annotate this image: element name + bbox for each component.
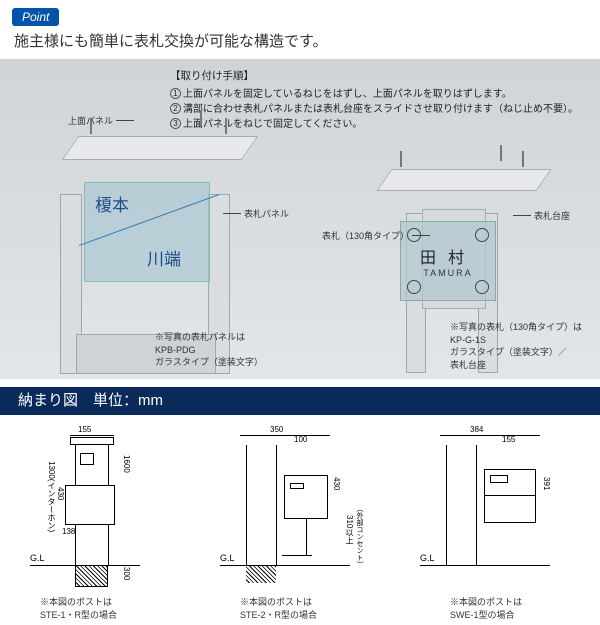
instructions-title: 【取り付け手順】 bbox=[170, 69, 578, 85]
illustration-stage: 【取り付け手順】 1上面パネルを固定しているねじをはずし、上面パネルを取りはずし… bbox=[0, 59, 600, 379]
drawing-3: 384 155 G.L 391 ※本図のポストは SWE-1型の場合 bbox=[420, 425, 580, 625]
dimensions-band: 納まり図 単位：mm bbox=[0, 387, 600, 415]
name-panel-glass: 榎本 川端 bbox=[84, 182, 210, 282]
top-panel-left bbox=[62, 136, 259, 160]
drawing-1: 155 G.L 138 1600 1300(インターホン) 430 300 ※本… bbox=[30, 425, 180, 625]
drawing-2: 350 100 G.L 430 310以上 （外部コンセント） ※本図のポストは… bbox=[220, 425, 390, 625]
label-name-panel: 表札パネル bbox=[220, 207, 289, 220]
plate-en: TAMURA bbox=[401, 268, 495, 278]
caption-left: ※写真の表札パネルは KPB-PDG ガラスタイプ（塗装文字） bbox=[155, 331, 263, 369]
lead-text: 施主様にも簡単に表札交換が可能な構造です。 bbox=[14, 30, 600, 51]
label-plate-130: 表札（130角タイプ） bbox=[322, 229, 433, 242]
point-badge: Point bbox=[12, 8, 59, 26]
step-1: 上面パネルを固定しているねじをはずし、上面パネルを取りはずします。 bbox=[183, 89, 512, 100]
dimension-drawings: 155 G.L 138 1600 1300(インターホン) 430 300 ※本… bbox=[0, 415, 600, 625]
caption-right: ※写真の表札（130角タイプ）は KP-G-1S ガラスタイプ（塗装文字）／ 表… bbox=[450, 321, 582, 371]
plate-jp: 田村 bbox=[401, 244, 495, 268]
top-panel-right bbox=[376, 169, 551, 191]
left-assembly: 榎本 川端 bbox=[30, 114, 270, 364]
panel-line2: 川端 bbox=[147, 245, 181, 270]
panel-line1: 榎本 bbox=[95, 191, 129, 216]
label-top-panel: 上面パネル bbox=[68, 114, 137, 127]
label-mount-base: 表札台座 bbox=[510, 209, 570, 222]
